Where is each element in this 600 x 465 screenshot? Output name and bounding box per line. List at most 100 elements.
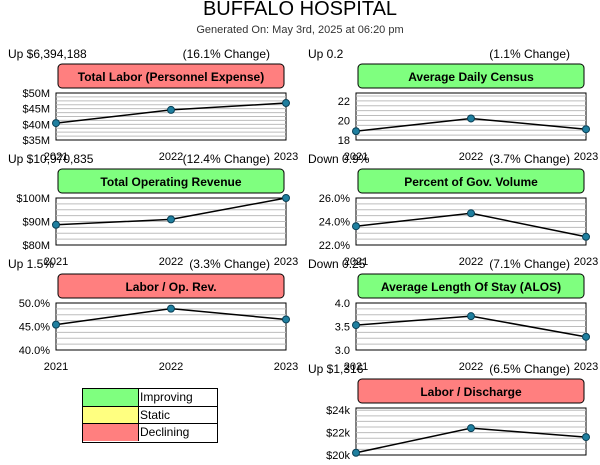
y-tick-label: 20 xyxy=(338,115,350,127)
data-point xyxy=(167,304,175,313)
x-tick-label: 2023 xyxy=(274,361,298,373)
data-point xyxy=(282,194,290,202)
y-tick-label: 3.5 xyxy=(335,322,350,334)
x-tick-label: 2021 xyxy=(44,256,68,268)
y-tick-label: 22 xyxy=(338,96,350,108)
data-point xyxy=(582,332,590,341)
data-point xyxy=(167,105,175,114)
chart-title: Average Length Of Stay (ALOS) xyxy=(381,280,561,294)
data-point xyxy=(352,127,360,136)
x-tick-label: 2021 xyxy=(44,151,68,163)
y-tick-label: $90M xyxy=(22,217,50,229)
x-tick-label: 2022 xyxy=(159,256,183,268)
y-tick-label: 45.0% xyxy=(19,322,50,334)
y-tick-label: 50.0% xyxy=(19,298,50,310)
y-tick-label: $24k xyxy=(326,405,350,417)
chart-title-tab xyxy=(57,168,285,194)
y-tick-label: 24.0% xyxy=(319,217,350,229)
data-point xyxy=(352,222,360,231)
chart-title-tab xyxy=(357,168,585,194)
x-tick-label: 2022 xyxy=(459,151,483,163)
legend-item-declining: Declining xyxy=(83,423,217,441)
panel-percent-gov-volume: Down 0.9% (3.7% Change) Percent of Gov. … xyxy=(300,152,598,268)
x-tick-label: 2023 xyxy=(574,256,598,268)
y-tick-label: $45M xyxy=(22,104,50,116)
x-tick-label: 2023 xyxy=(574,361,598,373)
data-point xyxy=(52,119,60,128)
y-tick-label: $35M xyxy=(22,135,50,147)
x-tick-label: 2023 xyxy=(274,151,298,163)
data-point xyxy=(52,220,60,229)
data-point xyxy=(352,448,360,457)
change-amount: Up $1,316 xyxy=(308,362,364,376)
legend: Improving Static Declining xyxy=(82,388,218,443)
change-amount: Up 0.2 xyxy=(308,47,344,61)
data-point xyxy=(167,215,175,224)
x-tick-label: 2023 xyxy=(274,256,298,268)
data-point xyxy=(352,321,360,330)
y-tick-label: 18 xyxy=(338,135,350,147)
data-point xyxy=(582,232,590,241)
change-amount: Up $6,394,188 xyxy=(8,47,87,61)
y-tick-label: 26.0% xyxy=(319,193,350,205)
legend-item-static: Static xyxy=(83,406,217,424)
chart-average-length-of-stay: Average Length Of Stay (ALOS) 3.0 3.5 4.0 20… xyxy=(335,273,598,373)
panel-total-labor: Up $6,394,188 (16.1% Change) Total Labor… xyxy=(0,47,298,163)
legend-label: Improving xyxy=(140,390,193,404)
data-point xyxy=(282,315,290,324)
chart-total-labor: Total Labor (Personnel Expense) $35M $40M $… xyxy=(22,63,298,163)
chart-title: Average Daily Census xyxy=(408,70,534,84)
legend-label: Static xyxy=(140,408,171,422)
y-tick-label: 3.0 xyxy=(335,345,350,357)
x-tick-label: 2021 xyxy=(344,256,368,268)
x-tick-label: 2022 xyxy=(459,361,483,373)
x-tick-label: 2021 xyxy=(344,361,368,373)
data-point xyxy=(582,125,590,134)
chart-total-operating-revenue: Total Operating Revenue $80M $90M $100M 2021… xyxy=(16,168,298,268)
chart-percent-gov-volume: Percent of Gov. Volume 22.0% 24.0% 26.0% 202… xyxy=(319,168,598,268)
chart-title: Total Operating Revenue xyxy=(100,175,241,189)
change-percent: (12.4% Change) xyxy=(182,152,270,166)
legend-item-improving: Improving xyxy=(83,389,217,406)
x-tick-label: 2022 xyxy=(159,151,183,163)
y-tick-label: $20k xyxy=(326,450,350,462)
chart-title-tab xyxy=(57,273,285,299)
chart-title: Percent of Gov. Volume xyxy=(404,175,538,189)
change-percent: (3.7% Change) xyxy=(489,152,570,166)
legend-label: Declining xyxy=(140,425,190,439)
page-title: BUFFALO HOSPITAL xyxy=(202,0,398,20)
generated-timestamp: Generated On: May 3rd, 2025 at 06:20 pm xyxy=(196,24,404,36)
panel-total-operating-revenue: Up $10,970,835 (12.4% Change) Total Oper… xyxy=(0,152,298,268)
legend-swatch xyxy=(83,424,139,441)
panel-average-length-of-stay: Down 0.25 (7.1% Change) Average Length O… xyxy=(300,257,598,373)
data-point xyxy=(582,433,590,442)
change-amount: Up 1.5% xyxy=(8,257,55,271)
legend-swatch xyxy=(83,389,139,406)
chart-title-tab xyxy=(357,378,585,404)
x-tick-label: 2023 xyxy=(574,151,598,163)
data-point xyxy=(282,99,290,108)
x-tick-label: 2022 xyxy=(159,361,183,373)
y-tick-label: 40.0% xyxy=(19,345,50,357)
change-amount: Down 0.9% xyxy=(308,152,370,166)
change-percent: (7.1% Change) xyxy=(489,257,570,271)
y-tick-label: $50M xyxy=(22,88,50,100)
chart-labor-per-discharge: Labor / Discharge$20k$22k$24k20212022202… xyxy=(326,378,590,462)
chart-title: Labor / Op. Rev. xyxy=(125,280,216,294)
chart-title: Total Labor (Personnel Expense) xyxy=(78,70,264,84)
data-point xyxy=(52,320,60,329)
change-percent: (16.1% Change) xyxy=(182,47,270,61)
chart-title: Labor / Discharge xyxy=(420,385,522,399)
x-tick-label: 2022 xyxy=(459,256,483,268)
legend-swatch xyxy=(83,407,139,424)
panel-labor-op-rev: Up 1.5% (3.3% Change) Labor / Op. Rev. 40… xyxy=(0,257,298,373)
chart-title-tab xyxy=(357,273,585,299)
panel-labor-per-discharge: Up $1,316 (6.5% Change) Labor / Discharg… xyxy=(300,362,590,465)
data-point xyxy=(467,114,475,123)
y-tick-label: $40M xyxy=(22,119,50,131)
y-tick-label: $22k xyxy=(326,428,350,440)
change-percent: (1.1% Change) xyxy=(489,47,570,61)
chart-title-tab xyxy=(57,63,285,89)
data-point xyxy=(467,424,475,433)
